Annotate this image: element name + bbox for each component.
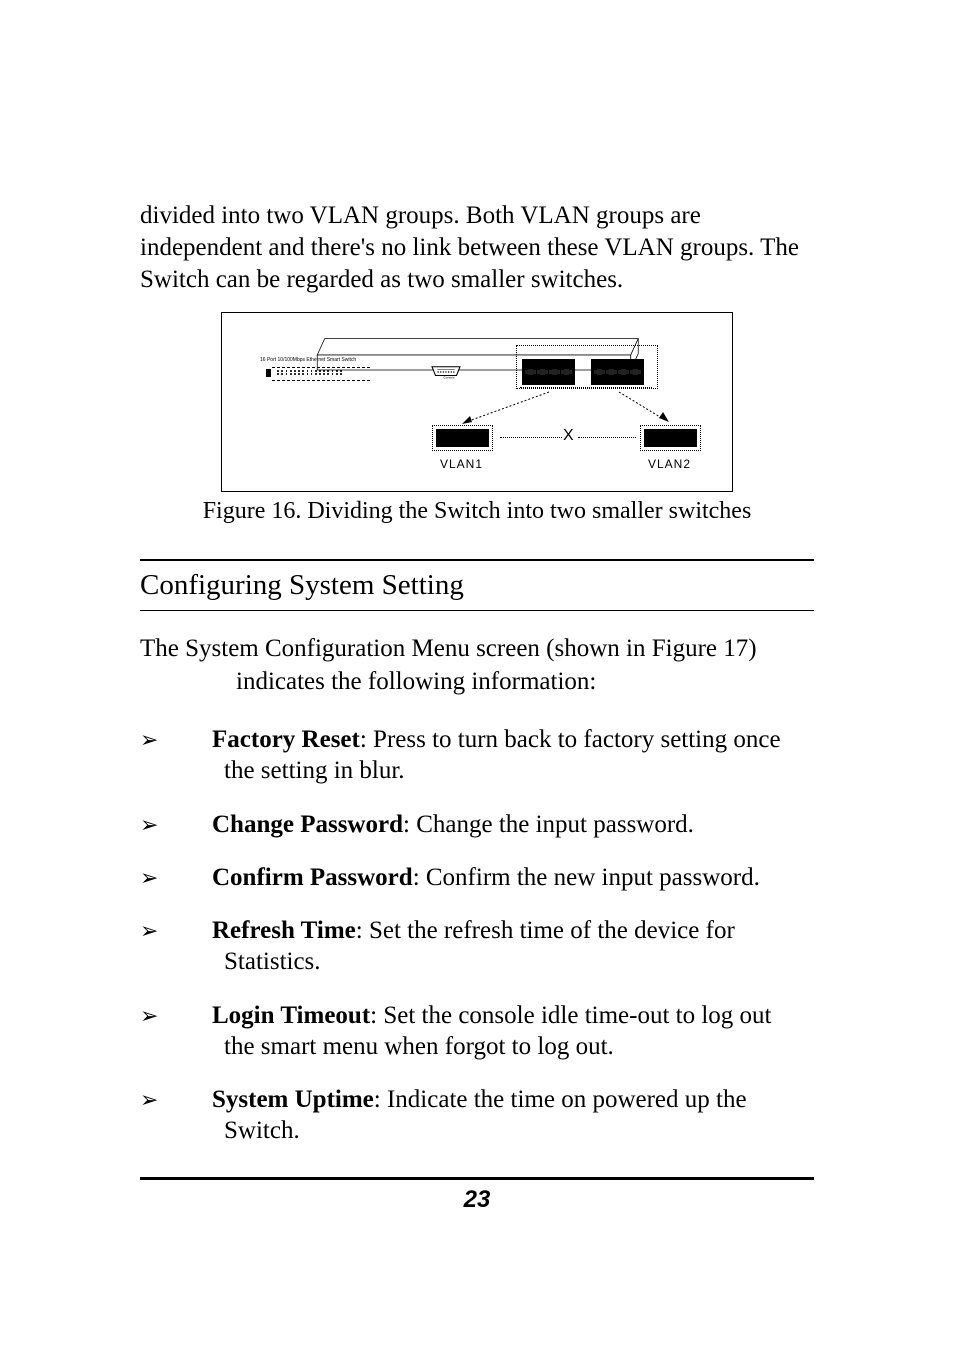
bullet-text-rest: the smart menu when forgot to log out. — [212, 1031, 814, 1062]
switch-model-label: 16 Port 10/100Mbps Ethernet Smart Switch — [260, 357, 356, 363]
bullet-text-first: : Press to turn back to factory setting … — [360, 726, 781, 753]
list-item: ➢ Refresh Time: Set the refresh time of … — [140, 915, 814, 978]
bullet-marker-icon: ➢ — [140, 1084, 212, 1147]
section-intro: The System Configuration Menu screen (sh… — [140, 633, 814, 698]
vlan1-ports — [436, 429, 489, 447]
list-item: ➢ Login Timeout: Set the console idle ti… — [140, 1000, 814, 1063]
bullet-bold: Change Password — [212, 811, 403, 838]
bullet-text-rest: the setting in blur. — [212, 755, 814, 786]
list-item: ➢ System Uptime: Indicate the time on po… — [140, 1084, 814, 1147]
x-mark: X — [563, 427, 574, 445]
list-item: ➢ Factory Reset: Press to turn back to f… — [140, 724, 814, 787]
section-intro-line1: The System Configuration Menu screen (sh… — [140, 635, 757, 662]
bullet-content: Change Password: Change the input passwo… — [212, 809, 814, 840]
bullet-marker-icon: ➢ — [140, 724, 212, 787]
x-line-left — [500, 437, 562, 438]
footer-rule — [140, 1177, 814, 1180]
bullet-content: System Uptime: Indicate the time on powe… — [212, 1084, 814, 1147]
bullet-text-first: : Change the input password. — [403, 811, 694, 838]
bullet-text-first: : Confirm the new input password. — [413, 864, 760, 891]
section-rule-top — [140, 559, 814, 561]
list-item: ➢ Change Password: Change the input pass… — [140, 809, 814, 840]
bullet-text-rest: Switch. — [212, 1115, 814, 1146]
x-line-right — [578, 437, 636, 438]
figure-caption: Figure 16. Dividing the Switch into two … — [140, 498, 814, 525]
bullet-list: ➢ Factory Reset: Press to turn back to f… — [140, 724, 814, 1147]
led-power-block — [266, 369, 271, 377]
vlan2-label: VLAN2 — [648, 457, 691, 471]
bullet-content: Confirm Password: Confirm the new input … — [212, 862, 814, 893]
vlan2-ports — [644, 429, 697, 447]
bullet-bold: Confirm Password — [212, 864, 413, 891]
section-rule-bottom — [140, 610, 814, 611]
console-port-icon: Console — [428, 365, 464, 379]
arrow-left — [454, 388, 554, 428]
arrow-right — [617, 388, 677, 428]
vlan1-label: VLAN1 — [440, 457, 483, 471]
bullet-content: Factory Reset: Press to turn back to fac… — [212, 724, 814, 787]
bullet-marker-icon: ➢ — [140, 1000, 212, 1063]
bullet-bold: Login Timeout — [212, 1002, 370, 1029]
bullet-content: Login Timeout: Set the console idle time… — [212, 1000, 814, 1063]
list-item: ➢ Confirm Password: Confirm the new inpu… — [140, 862, 814, 893]
led-panel — [276, 370, 366, 378]
vlan2-box — [640, 425, 701, 451]
bullet-text-first: : Indicate the time on powered up the — [374, 1086, 747, 1113]
intro-paragraph: divided into two VLAN groups. Both VLAN … — [140, 200, 814, 296]
figure-container: 16 Port 10/100Mbps Ethernet Smart Switch — [140, 312, 814, 492]
bullet-marker-icon: ➢ — [140, 915, 212, 978]
port-bank-1 — [522, 359, 575, 385]
svg-text:Console: Console — [443, 376, 454, 379]
bullet-content: Refresh Time: Set the refresh time of th… — [212, 915, 814, 978]
bullet-bold: Refresh Time — [212, 917, 356, 944]
bullet-text-rest: Statistics. — [212, 946, 814, 977]
bullet-bold: Factory Reset — [212, 726, 360, 753]
vlan1-box — [432, 425, 493, 451]
section-intro-line2: indicates the following information: — [140, 666, 814, 699]
bullet-marker-icon: ➢ — [140, 809, 212, 840]
document-page: divided into two VLAN groups. Both VLAN … — [0, 0, 954, 1351]
figure-box: 16 Port 10/100Mbps Ethernet Smart Switch — [221, 312, 733, 492]
bullet-bold: System Uptime — [212, 1086, 374, 1113]
bullet-marker-icon: ➢ — [140, 862, 212, 893]
bullet-text-first: : Set the refresh time of the device for — [356, 917, 735, 944]
port-bank-2 — [591, 359, 644, 385]
section-title: Configuring System Setting — [140, 567, 814, 606]
page-number: 23 — [140, 1186, 814, 1214]
bullet-text-first: : Set the console idle time-out to log o… — [370, 1002, 771, 1029]
